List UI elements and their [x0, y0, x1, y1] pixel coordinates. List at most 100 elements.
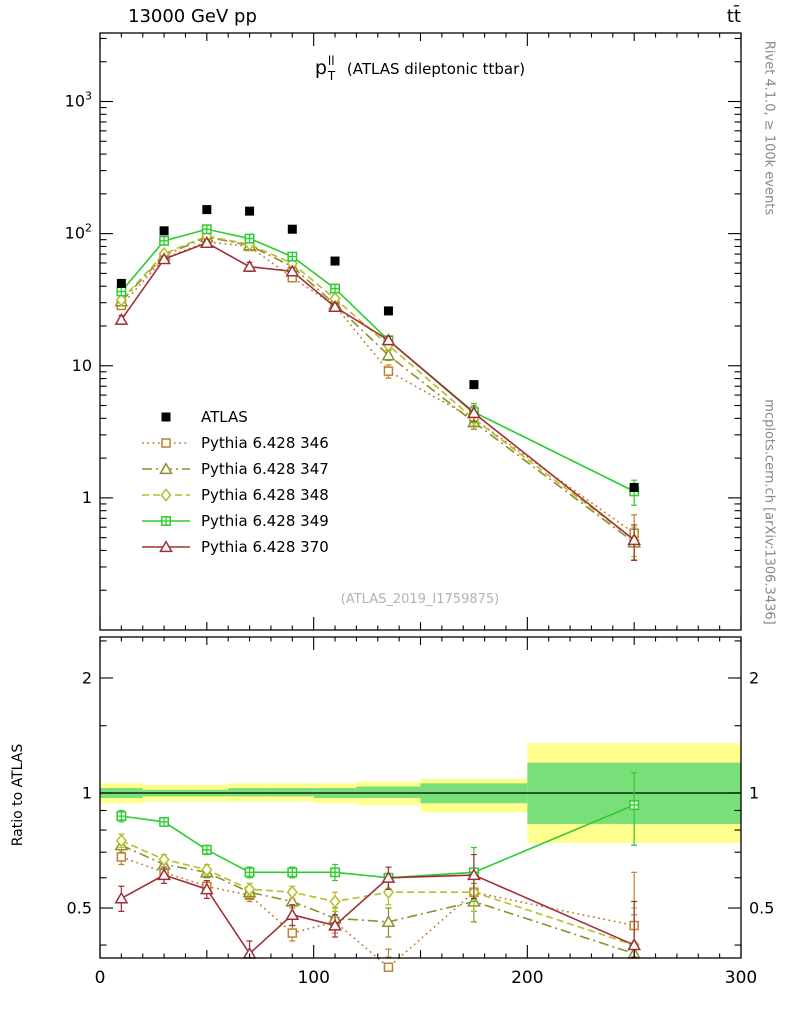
data-point-marker	[116, 286, 127, 297]
data-point-marker	[114, 312, 129, 325]
observable-superscript: ll	[327, 54, 335, 68]
x-tick-label: 100	[297, 968, 329, 988]
data-point-marker	[159, 816, 170, 827]
main-panel-frame	[99, 32, 742, 631]
series-main-pythia-6-428-370	[114, 235, 642, 562]
data-point-marker	[287, 928, 298, 938]
data-point-marker	[627, 533, 642, 546]
x-tick-label: 200	[511, 968, 543, 988]
data-point-marker	[158, 852, 170, 867]
legend-marker-atlas	[161, 412, 171, 422]
data-point-marker	[330, 256, 340, 266]
series-ratio-pythia-6-428-346	[116, 849, 639, 972]
ratio-tick-label-right: 0.5	[749, 899, 774, 918]
series-line	[121, 844, 635, 955]
data-point-marker	[383, 962, 394, 972]
legend-label: Pythia 6.428 348	[201, 486, 329, 504]
plot-title: p ll T (ATLAS dileptonic ttbar)	[315, 54, 526, 83]
data-point-marker	[199, 235, 214, 249]
legend-label: Pythia 6.428 346	[201, 434, 329, 452]
green-band-segment	[356, 786, 421, 799]
legend-marker-pythia-6-428-346	[142, 438, 190, 448]
data-point-marker	[286, 885, 298, 899]
data-point-marker	[467, 868, 481, 881]
data-point-marker	[201, 862, 213, 877]
data-point-marker	[383, 306, 393, 316]
ratio-tick-label-left: 2	[82, 668, 92, 687]
process-label: tt̄	[726, 6, 741, 27]
series-line	[121, 840, 635, 946]
data-point-marker	[161, 412, 171, 422]
axis-tick-labels: 0 100 200 300 1 10 102 103 0.5 0.5 1 1 2 2	[65, 90, 775, 988]
ratio-tick-label-left: 0.5	[67, 899, 92, 918]
x-tick-label: 0	[95, 968, 106, 988]
legend-label: ATLAS	[201, 408, 248, 426]
data-point-marker	[159, 462, 173, 475]
data-point-marker	[202, 205, 212, 215]
data-point-marker	[287, 224, 297, 234]
y-tick-label: 10	[72, 356, 92, 375]
series-atlas-reference	[116, 205, 639, 492]
error-bar	[385, 948, 392, 958]
legend-label: Pythia 6.428 349	[201, 512, 329, 530]
data-point-marker	[627, 938, 642, 951]
x-tick-label: 300	[725, 968, 757, 988]
series-ratio-pythia-6-428-348	[115, 833, 640, 958]
legend-marker-pythia-6-428-348	[142, 488, 190, 502]
data-point-marker	[285, 264, 300, 277]
data-point-marker	[469, 380, 479, 390]
observable-indices: ll T	[327, 54, 344, 83]
ratio-tick-label-left: 1	[82, 783, 92, 802]
legend-label: Pythia 6.428 370	[201, 538, 329, 556]
legend-item-pythia-6-428-347: Pythia 6.428 347	[140, 456, 329, 482]
data-point-marker	[116, 852, 127, 862]
data-point-marker	[115, 293, 127, 307]
legend-label: Pythia 6.428 347	[201, 460, 329, 478]
green-band-segment	[270, 788, 314, 797]
data-point-marker	[244, 867, 255, 878]
series-ratio-pythia-6-428-370	[114, 853, 642, 959]
data-point-marker	[159, 226, 169, 236]
data-point-marker	[116, 278, 126, 288]
data-point-marker	[161, 438, 171, 448]
data-point-marker	[381, 914, 396, 928]
data-point-marker	[287, 251, 298, 262]
data-point-marker	[161, 516, 171, 526]
data-point-marker	[199, 882, 214, 895]
observable-subscript: T	[327, 69, 336, 83]
y-tick-label: 103	[65, 90, 92, 111]
legend-marker-pythia-6-428-347	[142, 462, 190, 475]
series-ratio-pythia-6-428-347	[114, 837, 642, 959]
legend-item-pythia-6-428-349: Pythia 6.428 349	[140, 508, 329, 534]
data-point-marker	[201, 224, 212, 235]
data-point-marker	[287, 867, 298, 878]
ratio-tick-label-right: 1	[749, 783, 759, 802]
data-point-marker	[467, 406, 481, 419]
plot-title-text: (ATLAS dileptonic ttbar)	[346, 60, 526, 78]
ratio-panel-frame	[99, 636, 742, 959]
data-point-marker	[160, 488, 172, 502]
legend-item-pythia-6-428-346: Pythia 6.428 346	[140, 430, 329, 456]
data-point-marker	[159, 540, 173, 553]
legend-item-atlas: ATLAS	[140, 404, 329, 430]
green-band-segment	[228, 788, 271, 797]
ratio-uncertainty-bands	[100, 743, 741, 843]
data-point-marker	[157, 252, 171, 265]
data-point-marker	[381, 348, 396, 361]
data-point-marker	[329, 894, 341, 909]
data-point-marker	[328, 299, 342, 313]
ratio-axis-label: Ratio to ATLAS	[10, 743, 26, 847]
data-point-marker	[629, 482, 639, 492]
data-point-marker	[383, 366, 394, 376]
y-tick-label: 102	[65, 222, 92, 243]
data-point-marker	[245, 206, 255, 216]
analysis-id-watermark: (ATLAS_2019_I1759875)	[340, 592, 500, 607]
axes-ticks	[99, 33, 742, 958]
data-point-marker	[243, 882, 256, 897]
mcplots-reference-label: mcplots.cern.ch [arXiv:1306.3436]	[761, 399, 777, 625]
data-point-marker	[381, 333, 396, 346]
beam-energy-label: 13000 GeV pp	[128, 6, 257, 27]
legend-item-pythia-6-428-348: Pythia 6.428 348	[140, 482, 329, 508]
